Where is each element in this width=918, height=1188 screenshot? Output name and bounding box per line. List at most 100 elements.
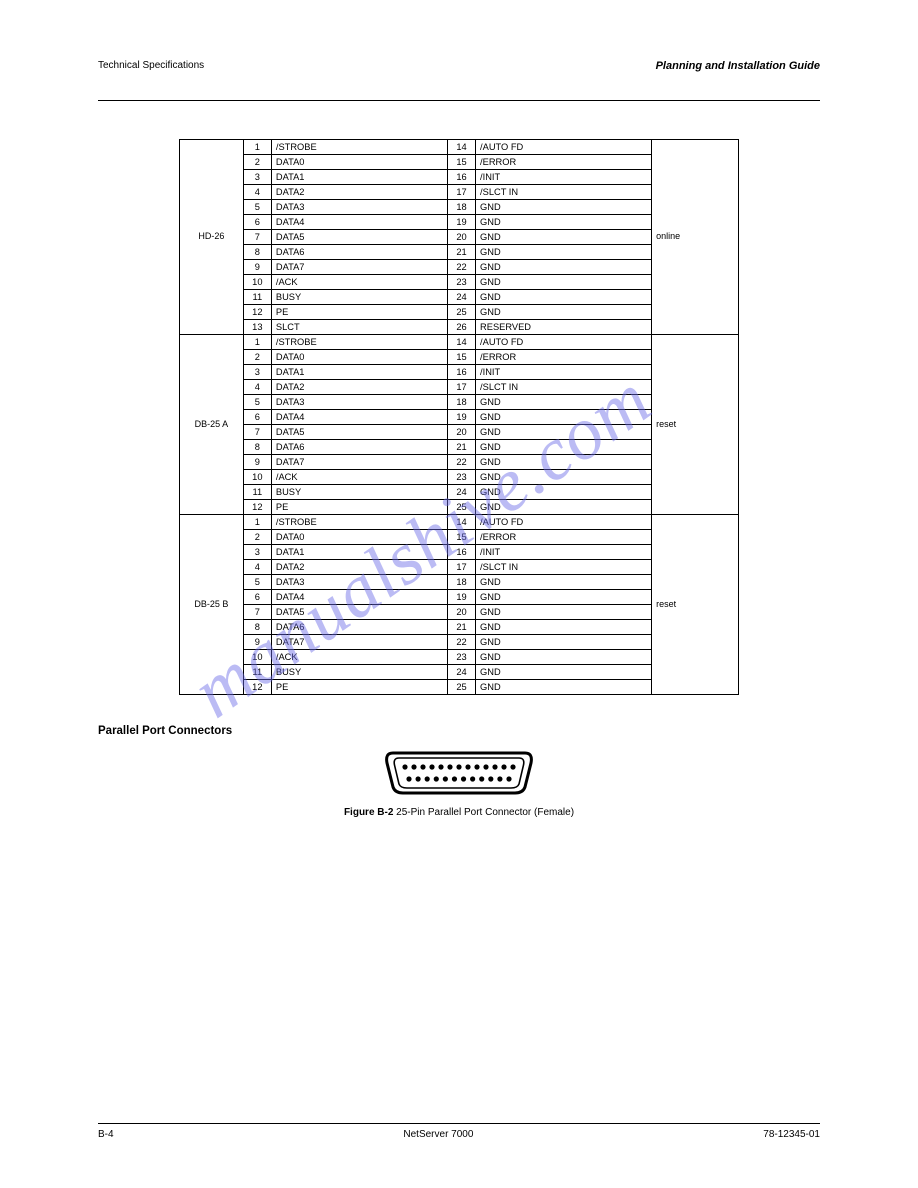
pin-cell: 3	[243, 170, 271, 185]
signal-cell: GND	[476, 680, 652, 695]
pin-cell: 10	[243, 470, 271, 485]
pin-cell: 6	[243, 215, 271, 230]
pin-cell: 25	[447, 500, 475, 515]
pin-cell: 2	[243, 155, 271, 170]
pin-cell: 7	[243, 425, 271, 440]
pin-cell: 2	[243, 350, 271, 365]
pin-cell: 19	[447, 410, 475, 425]
signal-cell: DATA7	[271, 455, 447, 470]
signal-cell: GND	[476, 410, 652, 425]
signal-cell: /SLCT IN	[476, 185, 652, 200]
signal-cell: /ERROR	[476, 155, 652, 170]
pin-cell: 17	[447, 185, 475, 200]
pin-cell: 22	[447, 635, 475, 650]
pin-cell: 12	[243, 305, 271, 320]
signal-cell: DATA7	[271, 635, 447, 650]
signal-cell: /ACK	[271, 650, 447, 665]
signal-cell: /STROBE	[271, 515, 447, 530]
signal-cell: DATA4	[271, 410, 447, 425]
signal-cell: DATA0	[271, 530, 447, 545]
signal-cell: /STROBE	[271, 140, 447, 155]
signal-cell: PE	[271, 500, 447, 515]
pin-cell: 20	[447, 230, 475, 245]
figure-caption-text: 25-Pin Parallel Port Connector (Female)	[393, 807, 574, 818]
signal-cell: /INIT	[476, 545, 652, 560]
pin-cell: 12	[243, 680, 271, 695]
signal-cell: PE	[271, 680, 447, 695]
page-footer: B-4 NetServer 7000 78-12345-01	[98, 1123, 820, 1140]
signal-cell: GND	[476, 575, 652, 590]
signal-cell: GND	[476, 620, 652, 635]
pin-cell: 17	[447, 560, 475, 575]
pin-cell: 1	[243, 335, 271, 350]
signal-cell: GND	[476, 395, 652, 410]
footer-doc-title: NetServer 7000	[403, 1129, 473, 1140]
signal-cell: GND	[476, 215, 652, 230]
pin-cell: 23	[447, 650, 475, 665]
signal-cell: GND	[476, 230, 652, 245]
signal-cell: BUSY	[271, 290, 447, 305]
signal-cell: DATA5	[271, 605, 447, 620]
pin-cell: 18	[447, 575, 475, 590]
pin-cell: 4	[243, 560, 271, 575]
signal-cell: DATA5	[271, 230, 447, 245]
pin-cell: 4	[243, 380, 271, 395]
pin-cell: 25	[447, 305, 475, 320]
pin-cell: 1	[243, 140, 271, 155]
signal-cell: /AUTO FD	[476, 335, 652, 350]
pin-cell: 14	[447, 140, 475, 155]
pin-cell: 8	[243, 245, 271, 260]
db25-connector-icon	[385, 749, 533, 797]
pin-cell: 8	[243, 620, 271, 635]
description-cell: reset	[652, 335, 739, 515]
header-right-text: Planning and Installation Guide	[656, 60, 820, 72]
pin-cell: 16	[447, 365, 475, 380]
signal-cell: DATA0	[271, 350, 447, 365]
connector-figure: Figure B-2 25-Pin Parallel Port Connecto…	[98, 749, 820, 818]
signal-cell: DATA4	[271, 215, 447, 230]
figure-caption-prefix: Figure B-2	[344, 807, 393, 818]
signal-cell: DATA2	[271, 380, 447, 395]
signal-cell: GND	[476, 245, 652, 260]
pin-cell: 14	[447, 515, 475, 530]
signal-cell: /INIT	[476, 365, 652, 380]
signal-cell: /STROBE	[271, 335, 447, 350]
signal-cell: DATA2	[271, 560, 447, 575]
pin-cell: 7	[243, 230, 271, 245]
pin-cell: 15	[447, 350, 475, 365]
pin-cell: 25	[447, 680, 475, 695]
signal-cell: /INIT	[476, 170, 652, 185]
pin-cell: 14	[447, 335, 475, 350]
footer-doc-number: 78-12345-01	[763, 1129, 820, 1140]
pin-cell: 10	[243, 650, 271, 665]
pin-cell: 23	[447, 470, 475, 485]
signal-cell: DATA3	[271, 395, 447, 410]
signal-cell: DATA3	[271, 200, 447, 215]
section-heading: Parallel Port Connectors	[98, 725, 820, 737]
signal-cell: GND	[476, 665, 652, 680]
signal-cell: GND	[476, 590, 652, 605]
signal-cell: /ACK	[271, 470, 447, 485]
pin-cell: 3	[243, 545, 271, 560]
document-page: Technical Specifications Planning and In…	[0, 0, 918, 1188]
pin-cell: 13	[243, 320, 271, 335]
pin-cell: 26	[447, 320, 475, 335]
pin-cell: 15	[447, 155, 475, 170]
signal-cell: GND	[476, 605, 652, 620]
table-row: HD-261/STROBE14/AUTO FDonline	[180, 140, 739, 155]
signal-cell: /AUTO FD	[476, 515, 652, 530]
signal-cell: DATA0	[271, 155, 447, 170]
pin-cell: 9	[243, 260, 271, 275]
signal-cell: GND	[476, 305, 652, 320]
pin-cell: 19	[447, 215, 475, 230]
pin-cell: 7	[243, 605, 271, 620]
footer-page-number: B-4	[98, 1129, 114, 1140]
pin-cell: 6	[243, 590, 271, 605]
signal-cell: DATA1	[271, 170, 447, 185]
pin-cell: 20	[447, 605, 475, 620]
signal-cell: DATA6	[271, 245, 447, 260]
signal-cell: GND	[476, 440, 652, 455]
pin-cell: 5	[243, 200, 271, 215]
pin-cell: 22	[447, 260, 475, 275]
signal-cell: DATA6	[271, 620, 447, 635]
